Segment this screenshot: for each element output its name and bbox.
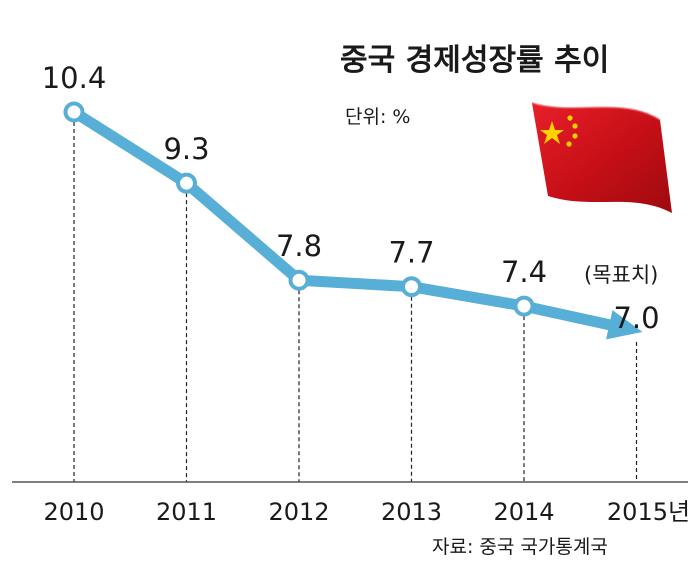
trend-arrowhead: [606, 310, 643, 340]
data-point-2011: [176, 172, 197, 194]
growth-chart: 중국 경제성장률 추이 단위: % 10.4 9.3 7.8 7.7 7.4 7.0 20…: [12, 43, 688, 558]
chart-frame: 중국 경제성장률 추이 단위: % 10.4 9.3 7.8 7.7 7.4 7.0 20…: [12, 8, 688, 576]
series-path: [68, 106, 615, 331]
value-label-2013: 7.7: [388, 236, 434, 270]
year-label-2014: 2014: [493, 498, 554, 526]
year-label-2012: 2012: [268, 498, 329, 526]
data-point-2014: [513, 295, 535, 317]
data-point-2013: [401, 276, 422, 298]
chart-title: 중국 경제성장률 추이: [340, 43, 609, 78]
data-point-2010: [63, 101, 85, 123]
guide-lines: [73, 122, 638, 482]
value-label-2015년: 7.0: [613, 301, 659, 335]
target-label: (목표치): [584, 263, 658, 287]
data-markers: [63, 101, 535, 317]
value-label-2012: 7.8: [276, 229, 322, 263]
year-label-2015년: 2015년: [607, 498, 688, 526]
china-flag-icon: [531, 102, 672, 213]
series-line: [68, 106, 643, 340]
value-label-2014: 7.4: [501, 255, 547, 289]
data-point-2012: [288, 269, 310, 291]
value-label-2011: 9.3: [163, 132, 209, 166]
source-label: 자료: 중국 국가통계국: [432, 536, 608, 558]
value-labels: 10.4 9.3 7.8 7.7 7.4 7.0: [42, 61, 660, 335]
value-label-2010: 10.4: [42, 61, 107, 95]
year-label-2010: 2010: [43, 498, 104, 526]
year-label-2013: 2013: [381, 498, 442, 526]
year-label-2011: 2011: [156, 498, 217, 526]
x-tick-labels: 2010 2011 2012 2013 2014 2015년: [43, 498, 688, 526]
unit-label: 단위: %: [345, 106, 410, 128]
